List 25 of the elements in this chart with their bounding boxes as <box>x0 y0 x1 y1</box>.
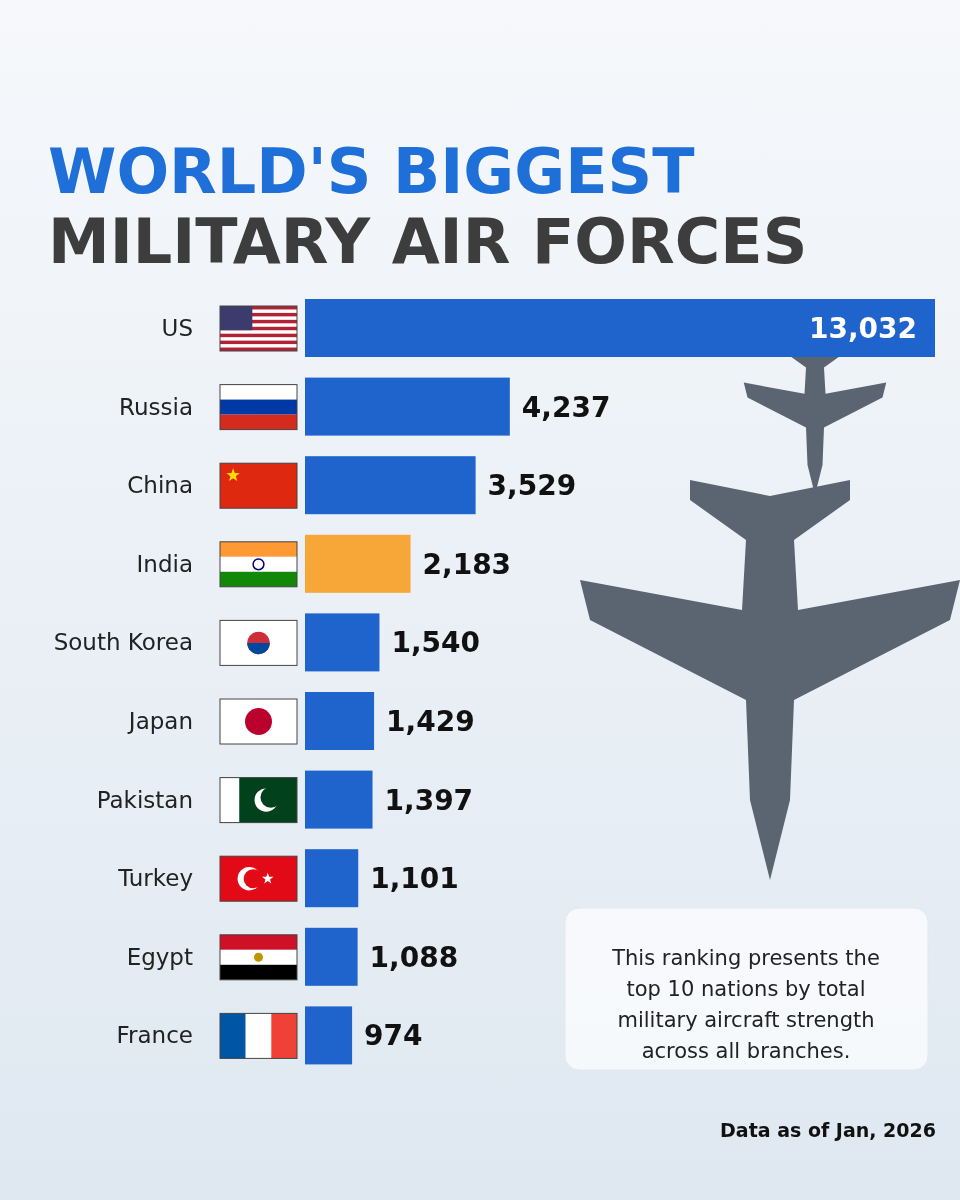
text: Data as of Jan, 2026 <box>720 1119 936 1141</box>
y-tick-label: Pakistan <box>96 786 193 813</box>
data-label: 1,397 <box>384 783 474 817</box>
y-tick-label: Japan <box>126 708 193 734</box>
chart-subtitle: MILITARY AIR FORCES <box>48 205 808 278</box>
y-tick-label: China <box>127 472 193 499</box>
data-label: 3,529 <box>487 469 577 503</box>
chart-title: WORLD'S BIGGEST <box>48 135 695 208</box>
data-label: 1,101 <box>370 862 459 896</box>
y-tick-label: Russia <box>119 393 193 420</box>
data-label: 4,237 <box>521 390 611 424</box>
data-label: 1,540 <box>391 626 481 660</box>
y-tick-label: Turkey <box>117 865 193 892</box>
data-label: 13,032 <box>808 312 917 345</box>
data-label: 1,088 <box>369 940 459 974</box>
y-tick-label: US <box>161 315 193 341</box>
annotation: This ranking presents the top 10 nations by total military aircraft strength across all branches. <box>611 946 880 1063</box>
y-tick-label: South Korea <box>53 629 193 656</box>
text-panel: This ranking presents the top 10 nations by total military aircraft strength across all branches. <box>564 907 929 1071</box>
data-label: 1,429 <box>386 705 475 738</box>
data-label: 974 <box>364 1019 423 1053</box>
y-tick-label: India <box>136 550 193 577</box>
y-tick-label: Egypt <box>126 943 193 970</box>
data-label: 2,183 <box>422 547 512 581</box>
y-tick-label: France <box>116 1022 193 1049</box>
